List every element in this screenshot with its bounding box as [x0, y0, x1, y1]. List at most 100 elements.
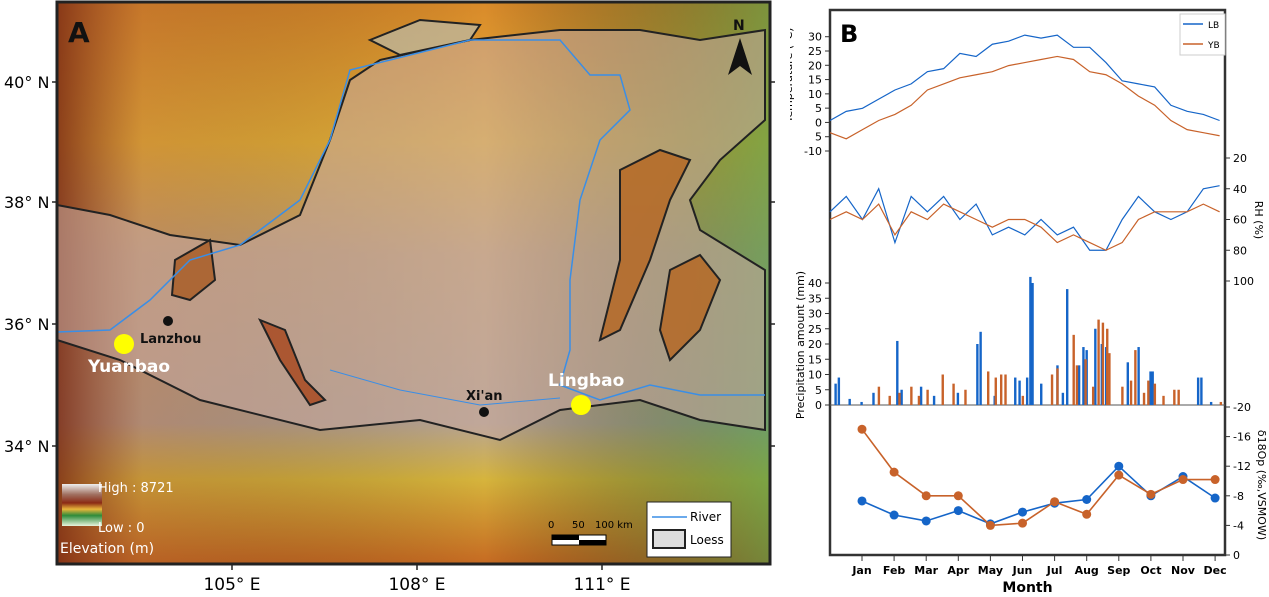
precip-bar-lb [860, 401, 863, 405]
y-axis-title: δ18Op (‰,VSMOW) [1255, 430, 1268, 540]
temperature-line-yb [829, 55, 1220, 140]
precip-bar-lb [1018, 380, 1021, 405]
lat-label: 38° N [4, 193, 49, 212]
precip-bar-yb [1129, 380, 1133, 405]
scale-label: 0 [548, 520, 554, 531]
d18o-point-lb [1114, 461, 1124, 471]
d18o-point-yb [1146, 489, 1156, 499]
x-tick-label: Apr [947, 564, 969, 577]
x-tick-label: Nov [1171, 564, 1196, 577]
map-frame [55, 0, 772, 566]
y-tick-label: 5 [815, 384, 822, 397]
scale-label: 100 km [595, 520, 633, 531]
precip-bar-yb [877, 386, 881, 405]
precip-bar-lb [919, 386, 923, 405]
d18o-point-yb [857, 424, 867, 434]
x-tick-label: Sep [1107, 564, 1130, 577]
elevation-high: High : 8721 [98, 481, 174, 496]
loess-legend-swatch [652, 529, 686, 549]
panel-b-label: B [840, 20, 858, 48]
d18o-line-lb [861, 465, 1216, 525]
lat-label: 34° N [4, 437, 49, 456]
precip-bar-lb [1082, 347, 1085, 405]
y-tick-label: 0 [815, 399, 822, 412]
precip-bar-lb [1149, 371, 1152, 405]
precip-bar-yb [1021, 395, 1025, 405]
legend-river: River [690, 510, 721, 524]
scale-bar [551, 534, 607, 546]
y-tick-label: 5 [815, 102, 822, 115]
y-tick-label: 100 [1233, 275, 1254, 288]
y-tick-label: 10 [808, 369, 822, 382]
yuanbao-label: Yuanbao [87, 357, 170, 377]
precip-bar-yb [1106, 328, 1109, 405]
d18o-point-yb [1210, 475, 1220, 485]
precip-bar-lb [900, 389, 903, 405]
precip-bar-lb [837, 377, 841, 405]
elevation-low: Low : 0 [98, 521, 145, 536]
temperature-line-lb [829, 34, 1220, 122]
xian-marker [479, 407, 489, 417]
x-tick-label: May [978, 564, 1003, 577]
x-tick-label: Aug [1075, 564, 1099, 577]
precip-bar-lb [1066, 289, 1069, 405]
y-tick-label: 20 [1233, 152, 1247, 165]
y-tick-label: 0 [1233, 549, 1240, 562]
y-tick-label: 20 [808, 59, 822, 72]
precip-bar-yb [1147, 380, 1150, 405]
loess-region [56, 28, 766, 442]
river-wei [329, 369, 561, 406]
x-tick-label: Jul [1046, 564, 1063, 577]
y-tick-label: 30 [808, 31, 822, 44]
precip-bar-yb [1075, 365, 1079, 405]
d18o-point-yb [1178, 475, 1188, 485]
precip-bar-yb [1153, 383, 1157, 405]
d18o-point-yb [1050, 497, 1060, 507]
loess-patch [257, 318, 327, 407]
loess-patch [367, 18, 482, 57]
rh-line-yb [829, 203, 1220, 251]
precip-bar-lb [976, 344, 979, 405]
precip-bar-yb [1004, 374, 1007, 405]
legend-label: YB [1207, 41, 1220, 51]
precip-bar-yb [952, 383, 955, 405]
precip-bar-yb [1121, 386, 1124, 405]
legend-loess: Loess [690, 533, 724, 547]
precip-bar-lb [1014, 377, 1017, 405]
precip-bar-lb [1040, 383, 1043, 405]
precip-bar-yb [898, 392, 901, 405]
map-panel: N A 40° N 38° N 36° N 34° N 105° E 108° … [4, 0, 775, 595]
lon-label: 105° E [203, 575, 260, 595]
precip-bar-yb [1097, 319, 1100, 405]
lon-label: 111° E [573, 575, 630, 595]
precip-bar-lb [834, 383, 837, 405]
x-tick-label: Mar [914, 564, 938, 577]
loess-patch [598, 148, 692, 342]
precip-bar-lb [1126, 362, 1130, 405]
y-tick-label: 25 [808, 45, 822, 58]
precip-bar-yb [1091, 386, 1095, 405]
precip-bar-lb [1094, 328, 1097, 405]
north-label: N [733, 18, 745, 34]
precip-bar-yb [999, 374, 1003, 405]
loess-patch [658, 253, 722, 362]
rh-line-lb [829, 185, 1220, 251]
panel-a-label: A [68, 16, 90, 49]
lingbao-label: Lingbao [548, 371, 624, 391]
precip-bar-lb [979, 331, 982, 405]
x-tick-label: Feb [883, 564, 906, 577]
precip-bar-lb [956, 392, 960, 405]
y-tick-label: 25 [808, 323, 822, 336]
precip-bar-yb [1173, 389, 1176, 405]
elevation-colorbar [62, 484, 102, 526]
precip-bar-yb [926, 389, 929, 405]
legend-label: LB [1208, 21, 1219, 31]
precip-bar-yb [1050, 374, 1054, 405]
y-tick-label: 10 [808, 88, 822, 101]
precip-bar-lb [1137, 347, 1140, 405]
precip-bar-lb [1025, 377, 1029, 405]
d18o-point-lb [889, 510, 899, 520]
x-tick-label: Jun [1012, 564, 1033, 577]
precip-bar-lb [1077, 365, 1081, 405]
